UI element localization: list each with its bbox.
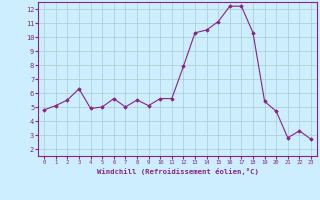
X-axis label: Windchill (Refroidissement éolien,°C): Windchill (Refroidissement éolien,°C): [97, 168, 259, 175]
